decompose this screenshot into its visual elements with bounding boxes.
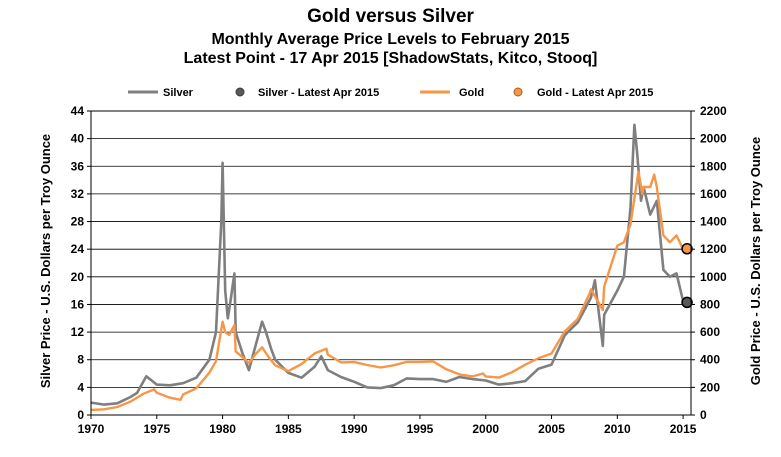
- latest-markers: [681, 243, 693, 309]
- gridlines: [91, 110, 691, 416]
- left-tick-label: 32: [71, 187, 85, 201]
- plot-frame: [90, 110, 692, 416]
- x-tick-label: 1995: [407, 422, 434, 436]
- chart-title: Gold versus Silver: [307, 6, 474, 27]
- left-tick-label: 4: [77, 380, 84, 394]
- legend-gold-latest-label: Gold - Latest Apr 2015: [537, 87, 653, 99]
- legend-silver-latest-marker: [235, 87, 245, 97]
- right-tick-label: 1600: [700, 187, 727, 201]
- right-tick-label: 0: [700, 408, 707, 422]
- legend-gold-latest-marker: [513, 87, 523, 97]
- left-tick-label: 44: [71, 104, 85, 118]
- x-tick-label: 1980: [209, 422, 236, 436]
- legend-silver-label: Silver: [163, 87, 194, 99]
- right-tick-label: 1000: [700, 270, 727, 284]
- series-lines: [90, 123, 685, 412]
- right-axis-ticks: 0 200 400 600 800 1000 1200 1400 1600 1800 2000 220…: [691, 104, 727, 422]
- x-tick-label: 2010: [604, 422, 631, 436]
- right-tick-label: 1400: [700, 215, 727, 229]
- right-tick-label: 800: [700, 297, 720, 311]
- left-tick-label: 28: [71, 215, 85, 229]
- left-axis-ticks: 0 4 8 12 16 20 24 28 32 36 40 44: [71, 104, 91, 422]
- left-axis-label: Silver Price - U.S. Dollars per Troy Oun…: [38, 134, 53, 388]
- x-tick-label: 2015: [670, 422, 697, 436]
- left-tick-label: 24: [71, 242, 85, 256]
- left-tick-label: 20: [71, 270, 85, 284]
- left-tick-label: 12: [71, 325, 85, 339]
- left-tick-label: 8: [77, 353, 84, 367]
- x-tick-label: 1970: [78, 422, 105, 436]
- x-tick-label: 1975: [143, 422, 170, 436]
- right-tick-label: 400: [700, 353, 720, 367]
- right-tick-label: 600: [700, 325, 720, 339]
- left-tick-label: 0: [77, 408, 84, 422]
- x-tick-label: 1985: [275, 422, 302, 436]
- right-axis-label: Gold Price - U.S. Dollars per Troy Ounce: [748, 137, 763, 386]
- right-tick-label: 2200: [700, 104, 727, 118]
- gold-series-line: [90, 170, 685, 412]
- x-axis-ticks: 1970 1975 1980 1985 1990 1995 2000 2005 2010 2015: [78, 415, 697, 436]
- x-tick-label: 2005: [538, 422, 565, 436]
- right-tick-label: 200: [700, 380, 720, 394]
- legend-gold-label: Gold: [459, 87, 484, 99]
- x-tick-label: 2000: [472, 422, 499, 436]
- right-tick-label: 1200: [700, 242, 727, 256]
- x-tick-label: 1990: [341, 422, 368, 436]
- legend-silver-latest-label: Silver - Latest Apr 2015: [258, 87, 379, 99]
- left-tick-label: 36: [71, 159, 85, 173]
- chart-subtitle: Monthly Average Price Levels to February…: [211, 31, 570, 48]
- legend: Silver Silver - Latest Apr 2015 Gold Gol…: [128, 87, 653, 99]
- right-tick-label: 2000: [700, 132, 727, 146]
- silver-latest-point: [681, 296, 693, 309]
- silver-series-line: [90, 123, 685, 406]
- chart-source-note: Latest Point - 17 Apr 2015 [ShadowStats,…: [183, 50, 598, 67]
- left-tick-label: 16: [71, 297, 85, 311]
- left-tick-label: 40: [71, 132, 85, 146]
- right-tick-label: 1800: [700, 159, 727, 173]
- gold-latest-point: [681, 243, 693, 255]
